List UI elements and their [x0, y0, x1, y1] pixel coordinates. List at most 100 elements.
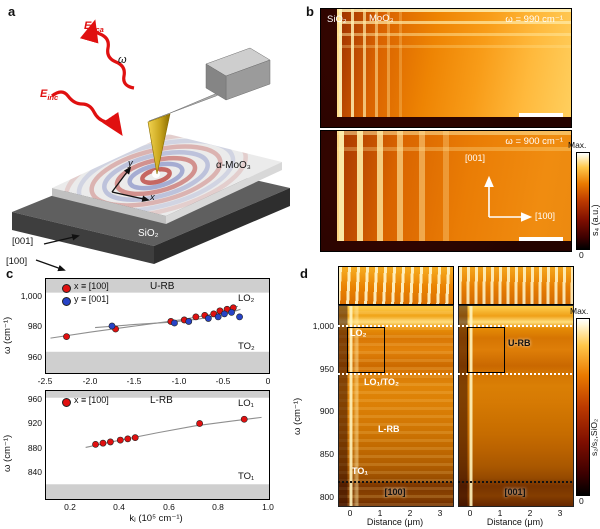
x-tick-label: 0 [265, 376, 271, 386]
x-tick-label: 3 [557, 508, 563, 518]
e-sca-sub: sca [91, 25, 104, 35]
moo3-flake-990 [337, 9, 571, 117]
axis-x-label: x [150, 192, 155, 203]
branch-urb-label: U-RB [150, 281, 175, 292]
colorbar-min-label: 0 [579, 496, 584, 506]
branch-lrb-label: L-RB [150, 395, 173, 406]
x-tick-label: 1 [497, 508, 503, 518]
substrate-label: SiO₂ [138, 228, 159, 239]
x-tick-label: 1 [377, 508, 383, 518]
urb-annotation: U-RB [508, 338, 531, 348]
x-tick-label: 0 [467, 508, 473, 518]
dir-001-label: [001] [12, 236, 34, 247]
colorbar-max-label: Max. [568, 140, 587, 150]
y-tick-label: 960 [27, 352, 42, 362]
c-top-plot [45, 278, 270, 374]
frequency-label-900: ω = 900 cm⁻¹ [505, 136, 563, 147]
lo1-to2-line [338, 373, 452, 375]
lo2-band-label: LO₂ [238, 293, 255, 304]
y-tick-label: 1,000 [312, 321, 334, 331]
lrb-annotation: L-RB [378, 424, 400, 434]
x-tick-label: -1.0 [171, 376, 187, 386]
c-top-scatter [46, 279, 269, 373]
c-bottom-plot [45, 390, 270, 500]
x-tick-label: 0.8 [212, 502, 224, 512]
panel-a: a Esca ω Einc α-MoO₃ SiO₂ y x [001] [100… [0, 0, 300, 276]
x-tick-label: -0.5 [215, 376, 231, 386]
d-xlabel-left: Distance (μm) [366, 517, 424, 527]
sample-label: α-MoO₃ [216, 160, 251, 171]
spectral-map-001 [458, 305, 574, 507]
to1-line [458, 481, 572, 483]
e-inc-label: Einc [40, 88, 58, 102]
image-axes-arrows [484, 175, 533, 222]
colorbar-s2 [576, 318, 590, 496]
to1-band-label: TO₁ [238, 471, 255, 482]
sio2-label: SiO₂ [327, 14, 347, 25]
y-tick-label: 960 [27, 394, 42, 404]
y-tick-label: 920 [27, 418, 42, 428]
legend-swatch-y001 [62, 297, 71, 306]
scale-bar [519, 237, 563, 241]
y-tick-label: 880 [27, 443, 42, 453]
omega-symbol: ω [118, 54, 127, 66]
panel-a-label: a [8, 4, 16, 19]
colorbar-s4 [576, 152, 590, 250]
x-tick-label: 0.2 [64, 502, 76, 512]
x-tick-label: 0.6 [163, 502, 175, 512]
legend-x100-label: x ≡ [100] [74, 395, 109, 405]
x-tick-label: -2.0 [82, 376, 98, 386]
legend-swatch-x100 [62, 398, 71, 407]
to1-annotation: TO₁ [352, 466, 369, 476]
y-tick-label: 850 [319, 449, 334, 459]
d-ylabel: ω (cm⁻¹) [292, 397, 303, 435]
afm-tip [147, 47, 271, 175]
map-100-direction: [100] [384, 487, 406, 497]
moo3-label: MoO₃ [369, 13, 394, 24]
e-inc-base: E [40, 88, 48, 100]
x-tick-label: 2 [527, 508, 533, 518]
e-sca-base: E [84, 20, 92, 32]
x-tick-label: -2.5 [37, 376, 53, 386]
y-tick-label: 840 [27, 467, 42, 477]
colorbar-min-label: 0 [579, 250, 584, 260]
nearfield-image-990: SiO₂ MoO₃ ω = 990 cm⁻¹ [320, 8, 572, 128]
map-001-direction: [001] [504, 487, 526, 497]
x-tick-label: 0.4 [113, 502, 125, 512]
c-bottom-scatter [46, 391, 269, 499]
panel-d-label: d [300, 266, 308, 281]
y-tick-label: 980 [27, 321, 42, 331]
axis-001-label: [001] [465, 153, 486, 163]
legend-swatch-x100 [62, 284, 71, 293]
x-tick-label: 2 [407, 508, 413, 518]
x-tick-label: 3 [437, 508, 443, 518]
snom-schematic [12, 19, 290, 272]
to1-line [338, 481, 452, 483]
lo2-annotation: LO₂ [350, 328, 367, 338]
colorbar-max-label: Max. [570, 306, 589, 316]
panel-b-label: b [306, 4, 314, 19]
crystal-axes-arrows [35, 166, 150, 272]
colorbar-axis-label: s₂/s₂,SiO₂ [589, 418, 599, 456]
moo3-flake-900 [337, 131, 571, 241]
panel-b: b SiO₂ MoO₃ ω = 990 cm⁻¹ ω = 900 cm⁻¹ [0… [300, 0, 600, 262]
frequency-label-990: ω = 990 cm⁻¹ [505, 14, 563, 25]
panel-c-label: c [6, 266, 14, 281]
x-tick-label: -1.5 [126, 376, 142, 386]
y-tick-label: 950 [319, 364, 334, 374]
to2-band-label: TO₂ [238, 341, 255, 352]
y-tick-label: 800 [319, 492, 334, 502]
e-inc-sub: inc [47, 93, 59, 103]
lo2-line [338, 325, 452, 327]
lo1-to2-line [458, 373, 572, 375]
dir-100-label: [100] [6, 256, 28, 267]
y-tick-label: 1,000 [20, 291, 42, 301]
d-xlabel-right: Distance (μm) [486, 517, 544, 527]
scattered-light-arrow [79, 19, 135, 90]
axis-y-label: y [128, 158, 133, 169]
spectral-map-100 [338, 305, 454, 507]
c-xlabel: kⱼ (10⁵ cm⁻¹) [129, 513, 183, 524]
colorbar-axis-label: s₄ (a.u.) [590, 204, 600, 236]
lo1-band-label: LO₁ [238, 398, 254, 409]
